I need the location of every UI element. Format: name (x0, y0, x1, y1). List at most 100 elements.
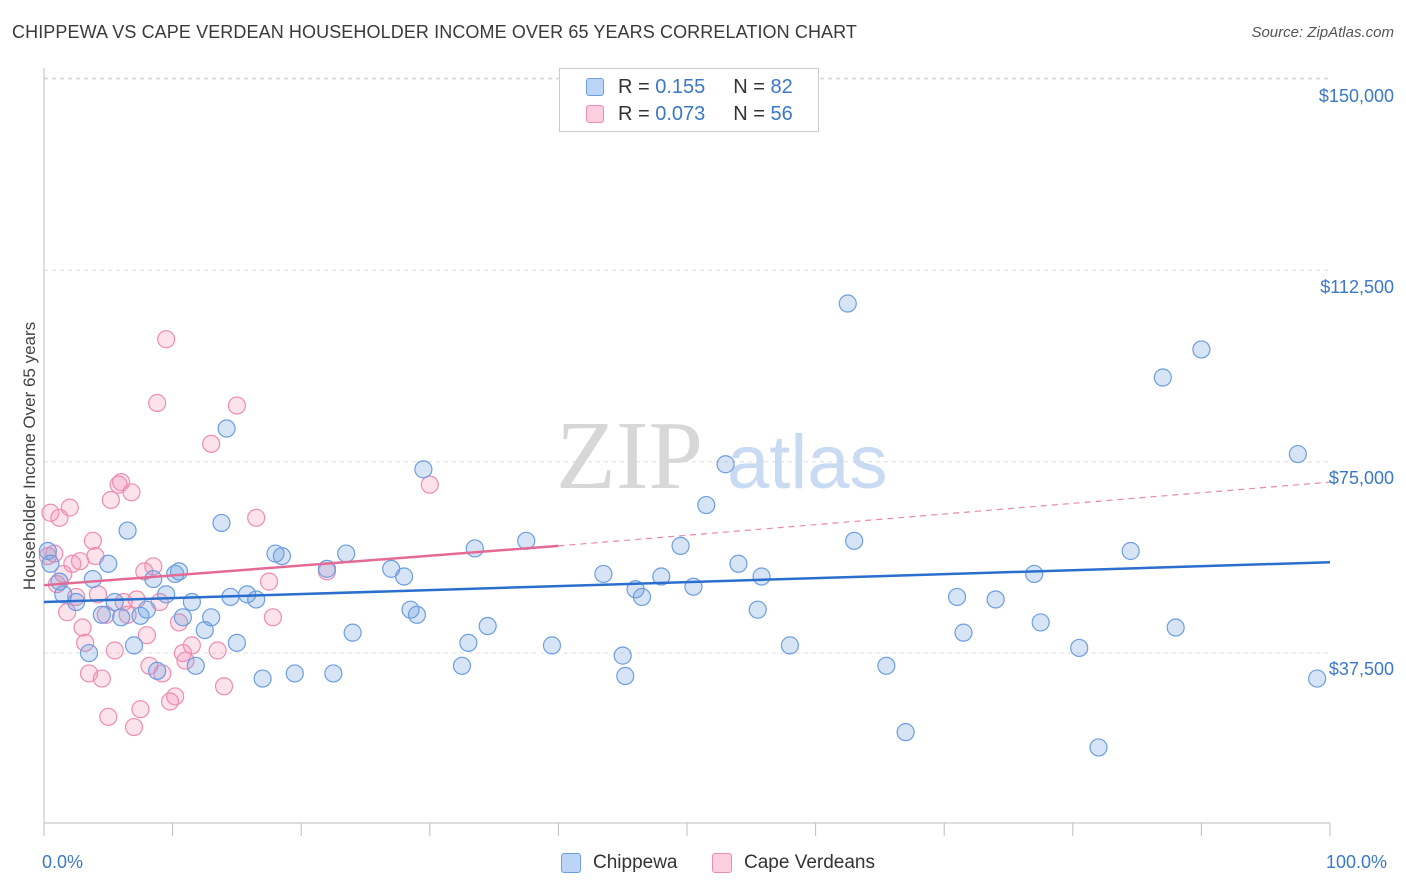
cape-verdeans-point (41, 503, 60, 522)
cape-verdeans-point (247, 508, 266, 527)
chippewa-point (748, 600, 767, 619)
chippewa-point (1192, 340, 1211, 359)
axes (43, 68, 1331, 836)
x-tick-label-max: 100.0% (1326, 852, 1388, 872)
chippewa-point (137, 600, 156, 619)
chippewa-point (99, 554, 118, 573)
y-tick-label-150000: $150,000 (1318, 86, 1394, 106)
chippewa-point (780, 636, 799, 655)
legend-row-cape-verdeans: R = 0.073 N = 56 (586, 102, 793, 126)
cape-verdeans-point (137, 626, 156, 645)
chippewa-point (343, 623, 362, 642)
cape-verdeans-point (76, 633, 95, 652)
chippewa-point (1089, 738, 1108, 757)
chippewa-point (173, 608, 192, 627)
chippewa-point (1288, 444, 1307, 464)
legend-cape-verdeans: Cape Verdeans (712, 852, 875, 874)
chippewa-point (729, 554, 748, 573)
n-value-chippewa: 82 (770, 75, 793, 98)
cape-verdeans-point (263, 608, 283, 627)
x-tick-label-min: 0.0% (42, 852, 84, 872)
chippewa-point (671, 536, 690, 555)
n-label: N = (733, 75, 765, 98)
legend-chippewa: Chippewa (561, 852, 678, 874)
chippewa-legend-swatch (561, 853, 581, 873)
chart-title: CHIPPEWA VS CAPE VERDEAN HOUSEHOLDER INC… (12, 22, 858, 42)
cape-verdeans-point (83, 531, 102, 550)
chippewa-swatch (586, 78, 604, 96)
cape-verdeans-point (166, 687, 185, 706)
chippewa-point (954, 623, 973, 642)
chippewa-point (169, 562, 189, 581)
series-cape-verdeans (38, 330, 439, 737)
chippewa-point (212, 513, 231, 533)
chippewa-point (407, 605, 427, 624)
chippewa-point (337, 544, 356, 563)
cape-verdeans-point (101, 490, 120, 510)
chippewa-point (478, 616, 497, 636)
chippewa-point (272, 546, 292, 566)
chippewa-point (1153, 368, 1172, 387)
legend-chippewa-label: Chippewa (593, 852, 678, 873)
chippewa-point (632, 587, 652, 607)
chippewa-trend-line (43, 560, 1331, 604)
n-label: N = (733, 102, 765, 125)
chippewa-point (452, 656, 472, 675)
chippewa-point (202, 608, 221, 627)
r-label: R = (618, 102, 650, 125)
chippewa-point (594, 564, 613, 584)
chippewa-point (247, 590, 266, 609)
cape-verdeans-point (160, 692, 180, 711)
cape-verdeans-point (144, 557, 163, 576)
chippewa-point (465, 539, 484, 558)
cape-verdeans-swatch (586, 105, 604, 123)
stats-legend: R = 0.155 N = 82 R = 0.073 N = 56 (559, 68, 819, 132)
cape-verdeans-point (153, 664, 172, 683)
chippewa-point (253, 669, 272, 688)
chippewa-point (414, 460, 433, 479)
source-label: Source: ZipAtlas.com (1251, 24, 1394, 41)
n-value-cape-verdeans: 56 (770, 102, 793, 125)
legend-row-chippewa: R = 0.155 N = 82 (586, 75, 793, 99)
cape-verdeans-trend-extension (558, 481, 1331, 547)
chippewa-point (124, 636, 144, 655)
cape-verdeans-point (157, 330, 176, 349)
chippewa-point (83, 569, 102, 589)
cape-verdeans-point (131, 700, 150, 719)
watermark-zip: ZIP (556, 402, 703, 510)
chippewa-point (118, 521, 137, 540)
chippewa-point (1070, 638, 1089, 658)
chippewa-point (144, 569, 163, 589)
trend-lines (43, 481, 1331, 604)
chippewa-point (542, 636, 562, 655)
chippewa-point (752, 567, 771, 586)
cape-verdeans-point (70, 552, 90, 571)
cape-verdeans-point (60, 498, 79, 517)
r-value-chippewa: 0.155 (655, 75, 706, 98)
cape-verdeans-point (73, 618, 92, 637)
chippewa-point (616, 666, 635, 686)
y-tick-label-37500: $37,500 (1328, 659, 1394, 679)
chippewa-point (79, 643, 99, 663)
cape-verdeans-point (208, 641, 227, 660)
chippewa-point (41, 554, 60, 573)
chippewa-point (845, 531, 864, 550)
chippewa-point (157, 585, 176, 604)
gridlines (44, 77, 1330, 654)
chippewa-point (186, 656, 205, 675)
cape-verdeans-point (99, 707, 118, 726)
chippewa-point (459, 633, 478, 652)
chippewa-point (838, 294, 857, 313)
chippewa-point (947, 587, 967, 607)
chippewa-point (986, 590, 1005, 609)
chippewa-point (105, 592, 124, 612)
chippewa-point (1121, 541, 1140, 561)
chippewa-point (324, 664, 343, 683)
chippewa-point (652, 567, 671, 586)
r-value-cape-verdeans: 0.073 (655, 102, 706, 125)
y-tick-label-112500: $112,500 (1320, 277, 1394, 297)
cape-verdeans-point (176, 651, 195, 670)
r-label: R = (618, 75, 650, 98)
chippewa-point (697, 495, 716, 515)
cape-verdeans-point (148, 393, 167, 413)
